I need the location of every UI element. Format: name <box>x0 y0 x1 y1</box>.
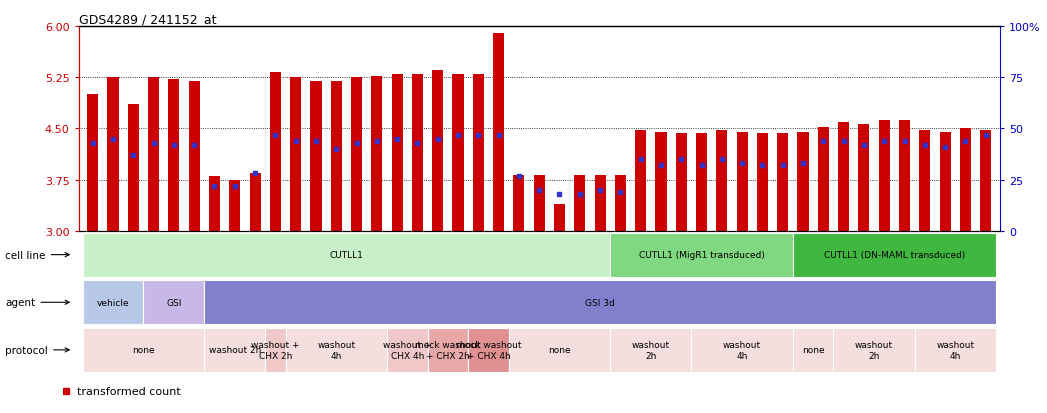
Bar <box>265 328 286 372</box>
Bar <box>169 80 179 231</box>
Bar <box>899 121 910 231</box>
Text: washout
4h: washout 4h <box>317 340 355 360</box>
Bar <box>411 74 423 231</box>
Bar <box>696 134 707 231</box>
Text: transformed count: transformed count <box>76 386 180 396</box>
Bar <box>655 133 667 231</box>
Text: washout 2h: washout 2h <box>208 346 261 354</box>
Bar <box>148 78 159 231</box>
Bar <box>777 134 788 231</box>
Bar <box>87 95 98 231</box>
Bar <box>310 81 321 231</box>
Bar <box>143 281 204 324</box>
Bar <box>534 176 544 231</box>
Bar <box>204 328 265 372</box>
Bar <box>188 81 200 231</box>
Bar <box>798 133 808 231</box>
Bar <box>610 233 793 277</box>
Text: washout
2h: washout 2h <box>855 340 893 360</box>
Bar <box>392 74 403 231</box>
Bar <box>737 133 748 231</box>
Bar <box>83 328 204 372</box>
Bar <box>878 121 890 231</box>
Bar <box>833 328 915 372</box>
Bar <box>574 176 585 231</box>
Bar <box>615 176 626 231</box>
Bar <box>286 328 387 372</box>
Bar <box>691 328 793 372</box>
Bar <box>793 233 996 277</box>
Text: washout +
CHX 2h: washout + CHX 2h <box>251 340 299 360</box>
Text: cell line: cell line <box>5 250 69 260</box>
Bar <box>387 328 427 372</box>
Text: GDS4289 / 241152_at: GDS4289 / 241152_at <box>79 13 216 26</box>
Bar <box>960 129 971 231</box>
Bar <box>473 74 484 231</box>
Text: GSI: GSI <box>166 298 181 307</box>
Text: GSI 3d: GSI 3d <box>585 298 615 307</box>
Bar <box>716 131 728 231</box>
Bar <box>838 122 849 231</box>
Text: washout
4h: washout 4h <box>723 340 761 360</box>
Bar <box>636 131 646 231</box>
Text: protocol: protocol <box>5 345 69 355</box>
Text: CUTLL1: CUTLL1 <box>330 251 363 259</box>
Bar <box>818 128 829 231</box>
Text: agent: agent <box>5 297 69 308</box>
Bar <box>675 134 687 231</box>
Bar <box>204 281 996 324</box>
Bar <box>209 177 220 231</box>
Bar <box>83 233 610 277</box>
Bar <box>83 281 143 324</box>
Text: CUTLL1 (DN-MAML transduced): CUTLL1 (DN-MAML transduced) <box>824 251 965 259</box>
Text: none: none <box>132 346 155 354</box>
Text: washout +
CHX 4h: washout + CHX 4h <box>383 340 431 360</box>
Bar <box>493 33 505 231</box>
Bar <box>980 131 992 231</box>
Bar <box>229 180 241 231</box>
Bar <box>452 74 464 231</box>
Bar <box>513 176 525 231</box>
Text: none: none <box>549 346 571 354</box>
Bar <box>595 176 605 231</box>
Text: vehicle: vehicle <box>96 298 130 307</box>
Text: washout
4h: washout 4h <box>936 340 975 360</box>
Bar <box>610 328 691 372</box>
Text: mock washout
+ CHX 4h: mock washout + CHX 4h <box>455 340 521 360</box>
Bar <box>468 328 509 372</box>
Bar <box>331 81 341 231</box>
Bar <box>249 173 261 231</box>
Bar <box>915 328 996 372</box>
Text: none: none <box>802 346 824 354</box>
Text: washout
2h: washout 2h <box>631 340 670 360</box>
Bar <box>108 78 118 231</box>
Bar <box>351 78 362 231</box>
Bar <box>939 133 951 231</box>
Bar <box>509 328 610 372</box>
Bar <box>757 134 768 231</box>
Bar <box>290 78 302 231</box>
Bar <box>793 328 833 372</box>
Bar <box>859 124 869 231</box>
Bar <box>919 131 931 231</box>
Bar <box>128 105 139 231</box>
Text: mock washout
+ CHX 2h: mock washout + CHX 2h <box>415 340 481 360</box>
Bar <box>372 76 382 231</box>
Text: CUTLL1 (MigR1 transduced): CUTLL1 (MigR1 transduced) <box>639 251 764 259</box>
Bar <box>432 71 443 231</box>
Bar <box>554 204 565 231</box>
Bar <box>427 328 468 372</box>
Bar <box>270 73 281 231</box>
